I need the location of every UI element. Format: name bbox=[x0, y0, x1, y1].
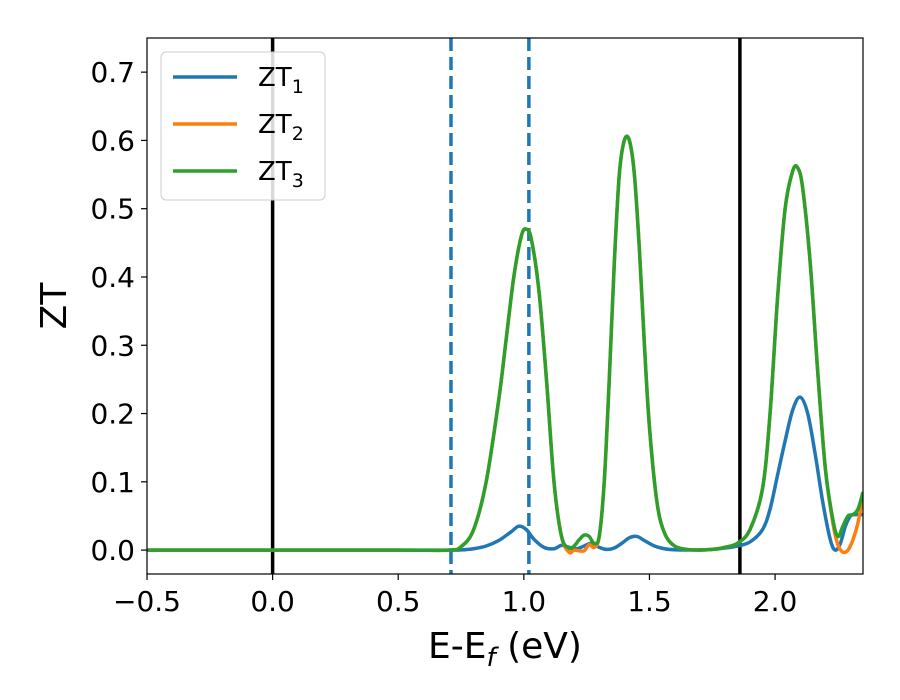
x-axis-title-main: E-E bbox=[428, 626, 486, 667]
y-axis-title: ZT bbox=[34, 282, 75, 330]
y-tick-label: 0.5 bbox=[90, 193, 135, 226]
x-axis: −0.5 0.0 0.5 1.0 1.5 2.0 bbox=[113, 574, 797, 618]
x-axis-title-unit: (eV) bbox=[496, 626, 582, 667]
x-tick-label: −0.5 bbox=[113, 585, 181, 618]
series-line-3 bbox=[147, 134, 863, 553]
x-tick-label: 1.0 bbox=[502, 585, 547, 618]
y-tick-label: 0.3 bbox=[90, 329, 135, 362]
x-tick-label: 0.5 bbox=[376, 585, 421, 618]
plot-frame bbox=[146, 37, 864, 575]
x-tick-label: 2.0 bbox=[753, 585, 798, 618]
legend: ZT1 ZT2 ZT3 bbox=[160, 51, 326, 201]
x-tick-label: 1.5 bbox=[627, 585, 672, 618]
legend-label-2: ZT2 bbox=[258, 110, 304, 145]
series-line-1 bbox=[147, 395, 863, 552]
y-tick-label: 0.1 bbox=[90, 466, 135, 499]
legend-label-1: ZT1 bbox=[258, 63, 304, 98]
x-axis-title: E-Ef (eV) bbox=[428, 626, 582, 673]
x-tick-label: 0.0 bbox=[250, 585, 295, 618]
y-tick-label: 0.2 bbox=[90, 398, 135, 431]
legend-label-3: ZT3 bbox=[258, 157, 304, 192]
y-tick-label: 0.0 bbox=[90, 534, 135, 567]
series-group bbox=[147, 134, 863, 555]
y-tick-label: 0.6 bbox=[90, 124, 135, 157]
y-tick-label: 0.7 bbox=[90, 56, 135, 89]
y-tick-label: 0.4 bbox=[90, 261, 135, 294]
y-axis: 0.0 0.1 0.2 0.3 0.4 0.5 0.6 0.7 bbox=[90, 56, 147, 567]
legend-box bbox=[160, 51, 326, 201]
